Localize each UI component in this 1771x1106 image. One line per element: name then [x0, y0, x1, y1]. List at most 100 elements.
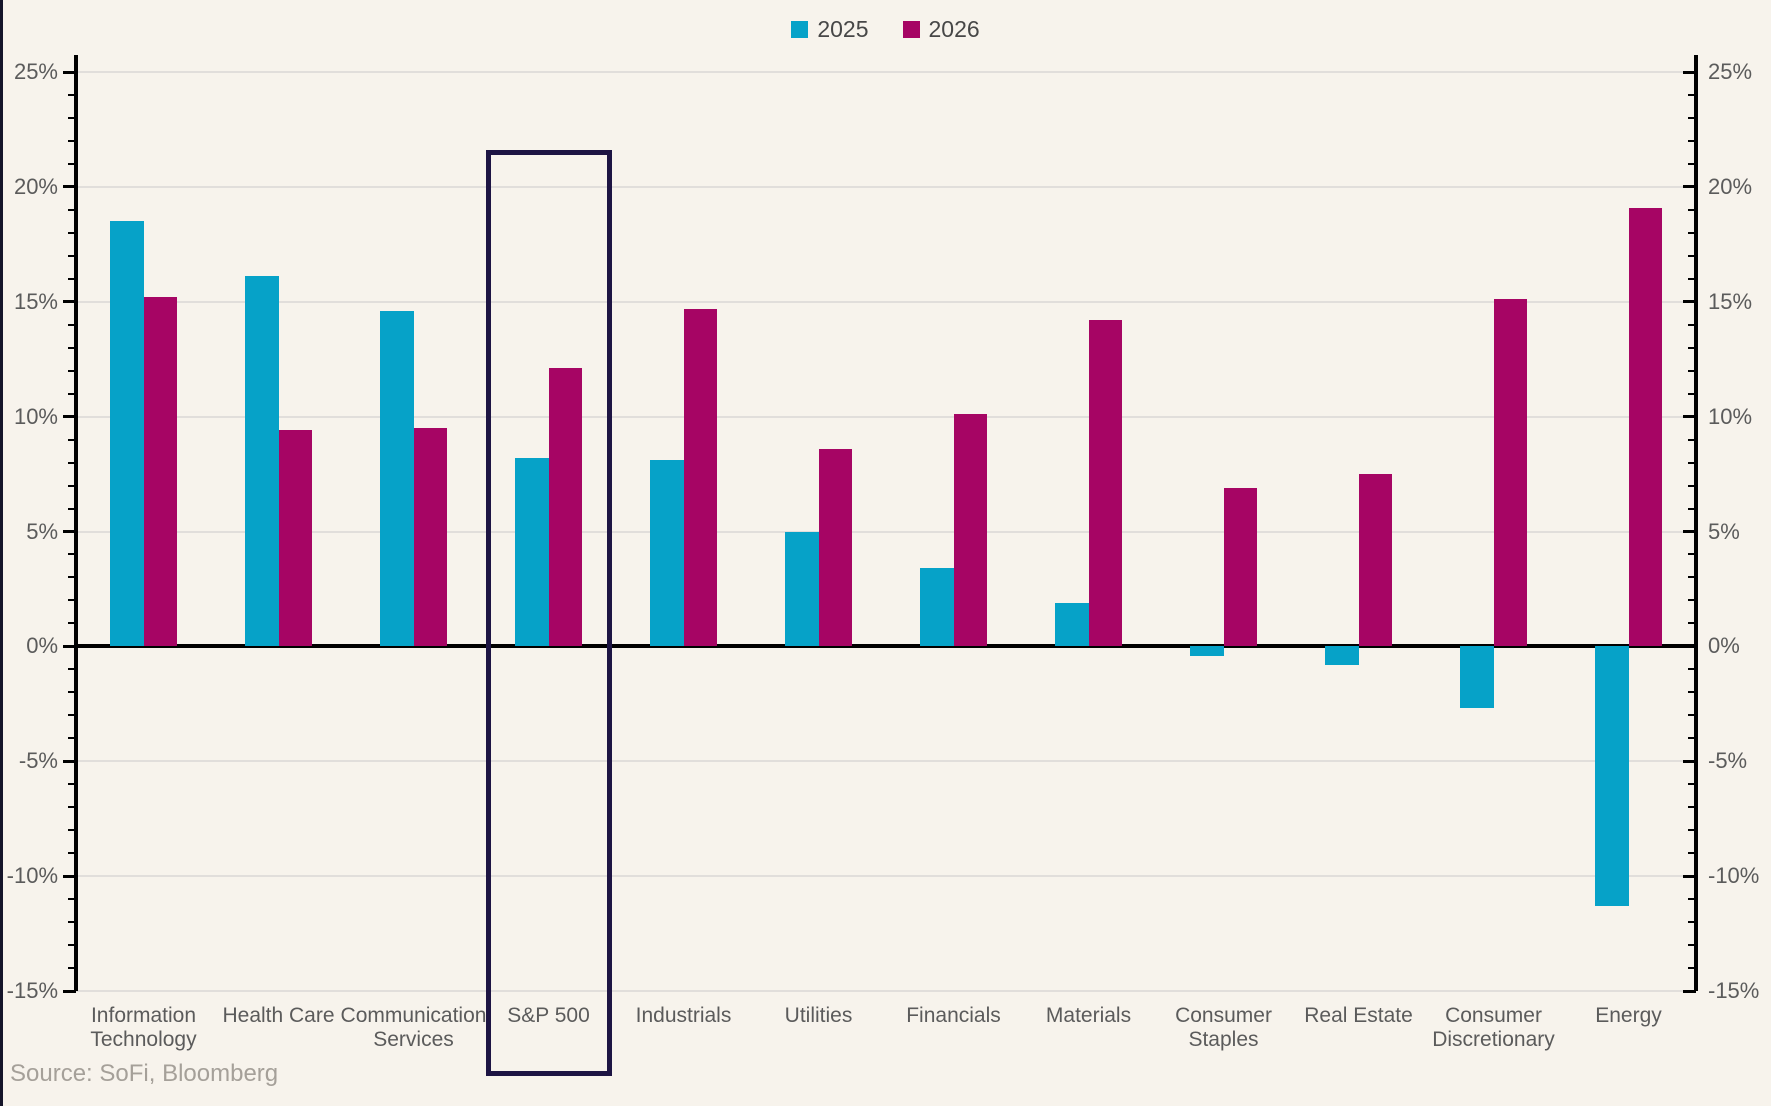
bar-2026-consumer-staples: [1223, 487, 1257, 647]
legend-label-2025: 2025: [817, 16, 869, 42]
y-minor-tick-left: [68, 346, 76, 349]
x-category-label: S&P 500: [507, 1004, 590, 1027]
bar-2026-information-technology: [143, 297, 177, 647]
y-minor-tick-right: [1688, 484, 1696, 487]
y-minor-tick-right: [1688, 599, 1696, 602]
y-tick-label-left: 10%: [13, 403, 58, 429]
y-major-tick-right: [1683, 415, 1696, 419]
y-minor-tick-left: [68, 852, 76, 855]
y-gridline: [76, 990, 1696, 992]
y-major-tick-left: [63, 70, 76, 74]
y-minor-tick-left: [68, 737, 76, 740]
y-minor-tick-left: [68, 622, 76, 625]
bar-2025-financials: [920, 568, 954, 647]
y-minor-tick-right: [1688, 691, 1696, 694]
x-category-label: Real Estate: [1304, 1004, 1413, 1027]
y-gridline: [76, 530, 1696, 533]
y-minor-tick-left: [68, 553, 76, 556]
bar-2025-communication-services: [380, 310, 414, 647]
y-gridline: [76, 185, 1696, 188]
y-major-tick-left: [63, 644, 76, 648]
y-minor-tick-right: [1688, 208, 1696, 211]
y-major-tick-right: [1683, 989, 1696, 993]
y-minor-tick-left: [68, 231, 76, 234]
y-minor-tick-right: [1688, 438, 1696, 441]
bar-2026-materials: [1088, 320, 1122, 647]
y-major-tick-left: [63, 530, 76, 533]
y-minor-tick-left: [68, 369, 76, 372]
y-minor-tick-right: [1688, 116, 1696, 119]
y-minor-tick-left: [68, 254, 76, 257]
bar-2025-health-care: [245, 276, 279, 647]
y-axis-left-spine: [74, 55, 78, 991]
y-minor-tick-right: [1688, 277, 1696, 280]
y-major-tick-left: [63, 300, 76, 304]
y-minor-tick-right: [1688, 921, 1696, 924]
y-minor-tick-right: [1688, 944, 1696, 947]
bar-2026-financials: [953, 414, 987, 647]
y-major-tick-right: [1683, 759, 1696, 763]
bar-2025-energy: [1595, 646, 1629, 906]
legend-swatch-2025: [791, 21, 809, 38]
y-minor-tick-left: [68, 714, 76, 717]
bar-2025-consumer-staples: [1190, 646, 1224, 656]
y-tick-label-right: 20%: [1708, 173, 1753, 199]
y-minor-tick-right: [1688, 93, 1696, 96]
bar-2025-industrials: [650, 460, 684, 647]
y-minor-tick-right: [1688, 622, 1696, 625]
y-major-tick-right: [1683, 300, 1696, 304]
y-minor-tick-right: [1688, 507, 1696, 510]
bar-2025-materials: [1055, 602, 1089, 647]
bar-2026-real-estate: [1358, 474, 1392, 647]
bar-2026-industrials: [683, 308, 717, 647]
y-tick-label-right: 5%: [1708, 518, 1740, 544]
bar-2025-utilities: [785, 531, 819, 647]
x-category-label: Energy: [1595, 1004, 1662, 1027]
y-minor-tick-right: [1688, 806, 1696, 809]
bar-2026-communication-services: [413, 428, 447, 647]
y-major-tick-left: [63, 759, 76, 763]
bar-2025-consumer-discretionary: [1460, 646, 1494, 709]
y-major-tick-left: [63, 415, 76, 419]
legend-label-2026: 2026: [928, 16, 980, 42]
bar-2026-utilities: [818, 448, 852, 647]
y-tick-label-left: 25%: [13, 59, 58, 84]
y-minor-tick-right: [1688, 323, 1696, 326]
y-minor-tick-left: [68, 116, 76, 119]
bar-2025-s-p-500: [515, 457, 549, 647]
x-category-label: Communication Services: [340, 1004, 487, 1051]
y-tick-label-right: 15%: [1708, 288, 1753, 314]
y-minor-tick-right: [1688, 553, 1696, 556]
y-minor-tick-left: [68, 898, 76, 901]
x-category-label: Information Technology: [90, 1004, 197, 1051]
y-gridline: [76, 415, 1696, 418]
y-minor-tick-right: [1688, 346, 1696, 349]
y-minor-tick-left: [68, 944, 76, 947]
x-category-label: Health Care: [222, 1004, 335, 1027]
y-major-tick-left: [63, 874, 76, 878]
y-minor-tick-right: [1688, 254, 1696, 257]
y-gridline: [76, 300, 1696, 303]
zero-baseline: [76, 644, 1696, 649]
x-category-label: Financials: [906, 1004, 1001, 1027]
y-tick-label-right: 0%: [1708, 633, 1740, 659]
bar-2026-energy: [1628, 207, 1662, 647]
y-minor-tick-right: [1688, 461, 1696, 464]
y-tick-label-left: -10%: [6, 863, 58, 889]
y-minor-tick-left: [68, 277, 76, 280]
legend-item-2025: 2025: [791, 16, 869, 43]
bar-2026-health-care: [278, 430, 312, 647]
y-minor-tick-right: [1688, 967, 1696, 970]
x-category-label: Consumer Discretionary: [1432, 1004, 1555, 1051]
y-tick-label-right: 10%: [1708, 403, 1753, 429]
y-minor-tick-left: [68, 921, 76, 924]
y-minor-tick-right: [1688, 576, 1696, 579]
y-major-tick-left: [63, 989, 76, 993]
y-minor-tick-right: [1688, 737, 1696, 740]
y-tick-label-left: 15%: [13, 288, 58, 314]
y-gridline: [76, 875, 1696, 878]
y-minor-tick-right: [1688, 714, 1696, 717]
y-tick-label-left: -5%: [18, 748, 58, 774]
y-minor-tick-left: [68, 93, 76, 96]
